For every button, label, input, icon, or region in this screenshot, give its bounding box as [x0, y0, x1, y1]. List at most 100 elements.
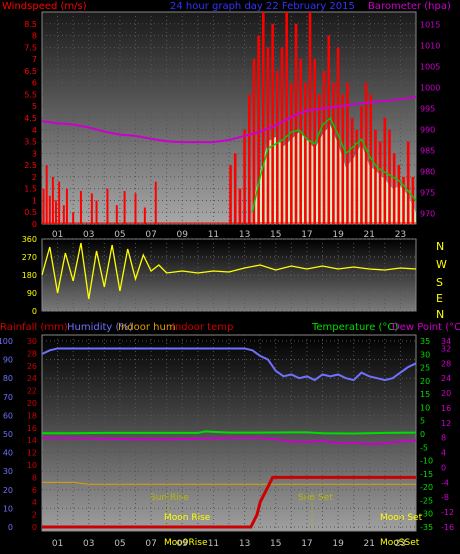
windspeed-tick-5: 5 — [32, 102, 37, 111]
temperature-tick--15: -15 — [420, 470, 433, 479]
rainfall-tick-8: 8 — [32, 473, 37, 482]
p3-time-tick-23: 23 — [395, 539, 406, 549]
barometer-tick-975: 975 — [420, 189, 435, 198]
rainfall-tick-12: 12 — [27, 449, 37, 458]
windspeed-tick-4: 4 — [32, 126, 37, 135]
temperature-tick--35: -35 — [420, 523, 433, 532]
windspeed-spike — [72, 212, 75, 224]
windspeed-spike — [402, 176, 405, 224]
windspeed-spike — [397, 165, 401, 224]
sun-set-label: Sun Set — [298, 493, 333, 503]
windspeed-spike — [229, 165, 232, 224]
windspeed-tick-1.5: 1.5 — [24, 185, 37, 194]
windspeed-spike — [332, 82, 335, 225]
windspeed-spike — [48, 195, 51, 224]
windspeed-spike — [360, 106, 363, 224]
windspeed-spike — [58, 181, 61, 224]
temperature-tick-35: 35 — [420, 337, 430, 346]
dewpoint-tick-12: 12 — [441, 419, 451, 428]
windspeed-spike — [51, 176, 54, 224]
direction-tick-360: 360 — [22, 235, 37, 244]
dewpoint-tick-32: 32 — [441, 344, 451, 353]
rainfall-tick-28: 28 — [27, 349, 37, 358]
humidity-line — [41, 347, 417, 382]
temperature-tick-30: 30 — [420, 350, 430, 359]
temperature-tick--20: -20 — [420, 483, 433, 492]
windspeed-spike — [378, 141, 382, 224]
windspeed-spike — [62, 205, 65, 224]
windspeed-tick-2.5: 2.5 — [24, 161, 37, 170]
temperature-tick-25: 25 — [420, 364, 430, 373]
p3-time-tick-05: 05 — [114, 539, 125, 549]
p1-time-tick-05: 05 — [114, 230, 125, 240]
windspeed-spike — [411, 176, 415, 224]
p3-time-tick-13: 13 — [239, 539, 250, 549]
windspeed-spike — [271, 23, 274, 225]
humidity-tick-50: 50 — [3, 430, 13, 439]
dewpoint-tick-20: 20 — [441, 389, 451, 398]
dewpoint-tick--4: -4 — [441, 478, 449, 487]
humidity-tick-60: 60 — [3, 411, 13, 420]
dewpoint-tick-16: 16 — [441, 404, 451, 413]
windspeed-spike — [42, 188, 45, 224]
barometer-tick-985: 985 — [420, 147, 435, 156]
dewpoint-tick-28: 28 — [441, 359, 451, 368]
p3-time-tick-09: 09 — [177, 539, 189, 549]
windspeed-spike — [322, 70, 326, 224]
p3-time-tick-19: 19 — [332, 539, 344, 549]
p1-time-tick-11: 11 — [208, 230, 219, 240]
indoor-hum-line — [42, 481, 416, 485]
windspeed-spike — [243, 129, 246, 224]
windspeed-spike — [313, 59, 317, 224]
windspeed-tick-0.5: 0.5 — [24, 208, 37, 217]
rainfall-tick-22: 22 — [27, 387, 37, 396]
barometer-tick-1005: 1005 — [420, 63, 440, 72]
temperature-tick-20: 20 — [420, 377, 430, 386]
p1-time-tick-17: 17 — [301, 230, 312, 240]
dewpoint-tick--16: -16 — [441, 523, 454, 532]
windspeed-spike — [238, 188, 242, 224]
barometer-axis-title: Barometer (hpa) — [368, 1, 451, 12]
windspeed-spike — [154, 181, 157, 224]
humidity-tick-80: 80 — [3, 374, 13, 383]
dewpoint-tick--8: -8 — [441, 493, 449, 502]
rainfall-tick-18: 18 — [27, 411, 37, 420]
rainfall-tick-2: 2 — [32, 511, 37, 520]
barometer-tick-1010: 1010 — [420, 42, 440, 51]
barometer-tick-995: 995 — [420, 105, 435, 114]
windspeed-spike — [95, 200, 98, 224]
dewpoint-tick-0: 0 — [441, 463, 446, 472]
barometer-tick-980: 980 — [420, 168, 435, 177]
p3-time-tick-15: 15 — [270, 539, 281, 549]
rainfall-tick-0: 0 — [32, 523, 37, 532]
windspeed-spike — [79, 191, 82, 224]
humidity-tick-70: 70 — [3, 393, 13, 402]
dewpoint-tick-24: 24 — [441, 374, 451, 383]
direction-tick-0: 0 — [32, 307, 37, 316]
windspeed-spike — [299, 59, 302, 224]
windspeed-spike — [90, 193, 93, 224]
windspeed-spike — [252, 59, 256, 224]
p1-time-tick-09: 09 — [177, 230, 189, 240]
barometer-tick-1000: 1000 — [420, 84, 440, 93]
direction-tick-270: 270 — [22, 253, 37, 262]
windspeed-spike — [285, 12, 288, 224]
windspeed-tick-8: 8 — [32, 32, 37, 41]
compass-label-north-bottom: N — [436, 308, 444, 321]
rainfall-tick-14: 14 — [27, 436, 37, 445]
graph-title: 24 hour graph day 22 February 2015 — [170, 1, 355, 12]
windspeed-spike — [261, 12, 265, 224]
windspeed-spike — [374, 129, 377, 224]
p1-time-tick-13: 13 — [239, 230, 250, 240]
windspeed-tick-6.5: 6.5 — [24, 67, 37, 76]
compass-label-west: W — [436, 258, 447, 271]
windspeed-tick-5.5: 5.5 — [24, 90, 37, 99]
rainfall-tick-4: 4 — [32, 498, 37, 507]
p1-time-tick-01: 01 — [52, 230, 63, 240]
windspeed-spike — [45, 165, 48, 224]
rainfall-tick-26: 26 — [27, 362, 37, 371]
windspeed-spike — [355, 129, 359, 224]
windspeed-spike — [350, 118, 354, 224]
windspeed-spike — [392, 153, 396, 224]
